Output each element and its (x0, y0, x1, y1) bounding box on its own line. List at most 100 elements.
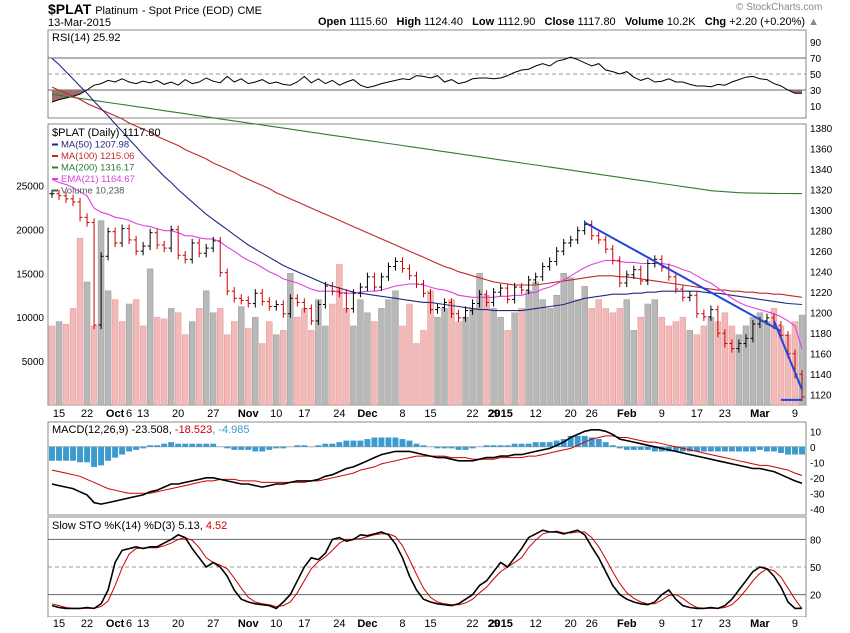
macd-histogram-bar (133, 446, 140, 450)
volume-bar (406, 303, 413, 406)
volume-bar (476, 273, 483, 406)
copyright: © StockCharts.com (736, 2, 823, 13)
volume-tick-label: 5000 (22, 357, 45, 368)
x-axis-label: 6 (126, 618, 132, 630)
macd-histogram-bar (350, 440, 357, 447)
volume-bar (490, 308, 497, 406)
macd-histogram-bar (301, 445, 308, 447)
macd-histogram-bar (679, 446, 686, 452)
x-axis-label: 29 (487, 618, 499, 630)
x-axis-label: 17 (691, 408, 703, 420)
price-tick-label: 1360 (810, 145, 833, 156)
rsi-tick-label: 10 (810, 102, 822, 113)
macd-histogram-bar (693, 446, 700, 452)
macd-histogram-bar (700, 446, 707, 452)
macd-histogram-bar (623, 446, 630, 450)
x-axis-label: 24 (333, 618, 345, 630)
macd-histogram-bar (483, 445, 490, 447)
macd-histogram-bar (462, 446, 469, 450)
price-tick-label: 1280 (810, 227, 833, 238)
x-axis-label: Mar (750, 408, 770, 420)
volume-bar (336, 264, 343, 406)
low-value: 1112.90 (497, 16, 536, 28)
macd-tick-label: -10 (810, 458, 825, 469)
x-axis-label: 22 (81, 618, 93, 630)
volume-bar (504, 330, 511, 406)
volume-bar (245, 328, 252, 406)
x-axis-label: 20 (172, 618, 184, 630)
volume-bar (693, 334, 701, 406)
volume-bar (48, 325, 56, 406)
volume-bar (518, 308, 525, 406)
volume-bar (644, 303, 651, 406)
x-axis-label: 9 (659, 408, 665, 420)
volume-bar (104, 290, 112, 406)
x-axis-band (48, 407, 806, 420)
volume-bar (560, 273, 567, 406)
volume-bar (539, 299, 546, 406)
x-axis-label: 10 (270, 618, 282, 630)
ma200-line (51, 93, 802, 195)
volume-bar (167, 308, 175, 406)
legend-entry: MA(50) 1207.98 (61, 140, 129, 151)
volume-bar (118, 321, 126, 406)
macd-histogram-bar (497, 445, 504, 447)
macd-histogram-bar (406, 440, 413, 447)
x-axis-label: 22 (466, 618, 478, 630)
volume-bar (728, 325, 736, 406)
x-axis-label: Feb (617, 408, 637, 420)
macd-histogram-bar (441, 446, 448, 449)
macd-histogram-bar (602, 442, 609, 447)
price-tick-label: 1380 (810, 124, 833, 135)
x-axis-label: 26 (586, 618, 598, 630)
macd-histogram-bar (126, 446, 133, 452)
volume-bar (511, 312, 518, 406)
volume-bar (637, 316, 644, 406)
volume-bar (770, 308, 778, 406)
macd-histogram-bar (778, 446, 784, 453)
volume-bar (350, 325, 357, 406)
symbol: $PLAT (48, 1, 92, 17)
macd-histogram-bar (56, 446, 62, 461)
chart-date: 13-Mar-2015 (48, 17, 111, 29)
x-axis-label: 23 (719, 408, 731, 420)
x-axis-label: 9 (792, 618, 798, 630)
volume-bar (665, 325, 673, 406)
ema21-line (51, 178, 803, 350)
volume-bar (735, 334, 743, 406)
volume-bar (76, 237, 84, 406)
macd-histogram-bar (567, 435, 574, 447)
macd-histogram-bar (252, 446, 259, 452)
macd-histogram-bar (70, 446, 76, 461)
volume-bar (749, 316, 757, 406)
macd-histogram-bar (322, 443, 329, 447)
x-axis-label: 12 (530, 618, 542, 630)
instrument-desc: - Spot Price (EOD) (141, 5, 234, 17)
legend-entry: Volume 10,238 (61, 186, 124, 197)
macd-histogram-bar (273, 446, 280, 449)
macd-histogram-bar (651, 446, 658, 452)
price-tick-label: 1200 (810, 309, 833, 320)
volume-label: Volume (624, 16, 664, 28)
volume-bar (385, 299, 392, 406)
x-axis-label: 12 (530, 408, 542, 420)
exchange: CME (237, 5, 262, 17)
volume-bar (581, 286, 588, 406)
macd-histogram-bar (210, 443, 217, 447)
volume-bar (160, 318, 168, 406)
x-axis-label: Mar (750, 618, 770, 630)
volume-bar (532, 281, 539, 406)
volume-bar (602, 308, 609, 406)
volume-bar (308, 330, 315, 406)
macd-histogram-bar (707, 446, 714, 452)
macd-histogram-bar (105, 446, 112, 461)
volume-bar (287, 273, 294, 406)
macd-histogram-bar (371, 437, 378, 447)
x-axis-label: Dec (357, 408, 377, 420)
price-tick-label: 1160 (810, 350, 832, 361)
x-axis-band (48, 617, 806, 630)
volume-bar (125, 303, 133, 406)
volume-bar (343, 308, 350, 406)
macd-histogram-bar (581, 435, 588, 447)
macd-histogram-bar (609, 445, 616, 447)
